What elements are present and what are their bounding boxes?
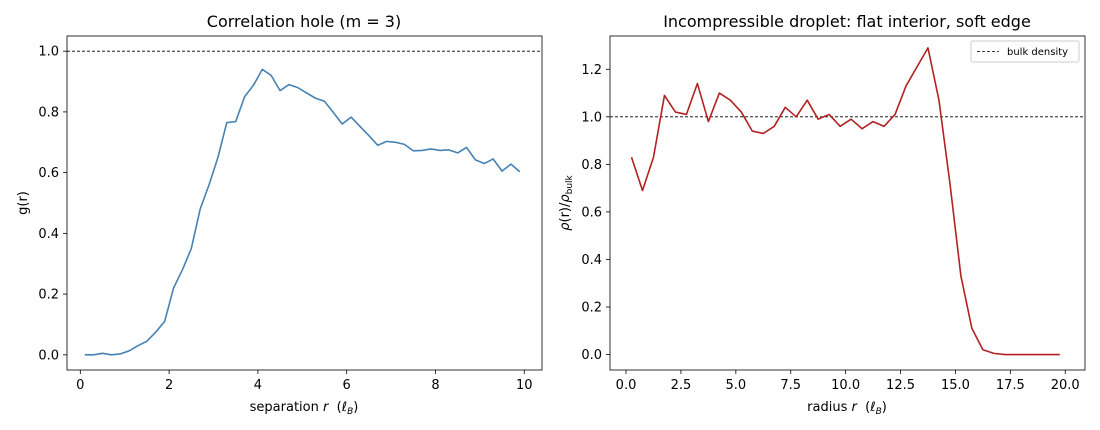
right-ylabel-r: (r)/ xyxy=(558,202,573,222)
right-x-axis-label: radius r (ℓB) xyxy=(807,400,887,417)
left-x-tick-label: 4 xyxy=(254,378,262,393)
right-xlabel-var: r xyxy=(851,400,858,415)
left-x-axis-label: separation r (ℓB) xyxy=(250,400,359,417)
right-y-tick-label: 0.8 xyxy=(581,158,602,173)
correlation-hole-panel: Correlation hole (m = 3) 0 2 4 6 8 10 0.00.20… xyxy=(16,12,543,417)
right-xlabel-unit-suffix: ) xyxy=(882,400,887,415)
right-x-tick-label: 12.5 xyxy=(886,378,915,393)
left-xlabel-var: r xyxy=(323,400,330,415)
left-xlabel-unit-var: ℓ xyxy=(341,400,347,415)
right-x-tick-label: 20.0 xyxy=(1051,378,1080,393)
droplet-density-panel: Incompressible droplet: flat interior, s… xyxy=(558,12,1086,417)
right-xlabel-main: radius xyxy=(807,400,851,415)
left-x-ticks: 0 2 4 6 8 10 xyxy=(76,370,533,393)
left-series-group xyxy=(84,68,521,356)
right-y-ticks: 0.0 0.2 0.4 0.6 0.8 1.0 1.2 xyxy=(581,63,610,363)
left-plot-frame xyxy=(66,35,543,371)
right-y-tick-label: 0.0 xyxy=(581,348,602,363)
right-y-tick-label: 1.2 xyxy=(581,63,602,78)
right-data-line xyxy=(630,47,1060,356)
right-plot-frame xyxy=(609,35,1086,371)
right-y-tick-label: 0.6 xyxy=(581,205,602,220)
left-y-tick-label: 0.2 xyxy=(38,288,59,303)
left-chart-title: Correlation hole (m = 3) xyxy=(207,12,401,31)
left-xlabel-unit-sub: B xyxy=(347,407,353,417)
left-y-tick-label: 0.6 xyxy=(38,166,59,181)
right-xlabel-unit-prefix: ( xyxy=(857,400,870,415)
right-chart-title: Incompressible droplet: flat interior, s… xyxy=(663,12,1031,31)
right-x-tick-label: 17.5 xyxy=(996,378,1025,393)
right-x-tick-label: 2.5 xyxy=(671,378,692,393)
right-ylabel-sub: bulk xyxy=(565,174,575,194)
right-ylabel-rho2: ρ xyxy=(558,194,573,203)
left-x-tick-label: 8 xyxy=(431,378,439,393)
left-xlabel-unit-suffix: ) xyxy=(353,400,358,415)
right-xlabel-unit-var: ℓ xyxy=(869,400,875,415)
left-x-tick-label: 0 xyxy=(76,378,84,393)
right-y-tick-label: 1.0 xyxy=(581,110,602,125)
right-y-tick-label: 0.2 xyxy=(581,301,602,316)
right-x-tick-label: 7.5 xyxy=(780,378,801,393)
left-x-tick-label: 2 xyxy=(165,378,173,393)
left-x-tick-label: 10 xyxy=(516,378,533,393)
right-y-axis-label: ρ(r)/ρbulk xyxy=(558,174,575,230)
right-ylabel-rho: ρ xyxy=(558,222,573,231)
left-y-tick-label: 0.8 xyxy=(38,105,59,120)
left-xlabel-unit-prefix: ( xyxy=(328,400,341,415)
left-y-tick-label: 1.0 xyxy=(38,45,59,60)
right-x-tick-label: 15.0 xyxy=(941,378,970,393)
right-y-tick-label: 0.4 xyxy=(581,253,602,268)
right-xlabel-unit-sub: B xyxy=(876,407,882,417)
left-y-tick-label: 0.4 xyxy=(38,227,59,242)
left-y-tick-label: 0.0 xyxy=(38,348,59,363)
left-x-tick-label: 6 xyxy=(343,378,351,393)
left-y-axis-label: g(r) xyxy=(16,191,31,215)
right-x-tick-label: 0.0 xyxy=(616,378,637,393)
left-y-ticks: 0.0 0.2 0.4 0.6 0.8 1.0 xyxy=(38,45,67,363)
right-legend: bulk density xyxy=(970,40,1080,63)
right-x-ticks: 0.0 2.5 5.0 7.5 10.0 12.5 15.0 17.5 20.0 xyxy=(616,370,1080,393)
left-xlabel-main: separation xyxy=(250,400,323,415)
left-data-line xyxy=(84,68,521,356)
right-x-tick-label: 5.0 xyxy=(725,378,746,393)
right-series-group xyxy=(630,47,1060,356)
legend-label: bulk density xyxy=(1007,47,1068,58)
legend-frame xyxy=(970,40,1080,63)
right-x-tick-label: 10.0 xyxy=(831,378,860,393)
